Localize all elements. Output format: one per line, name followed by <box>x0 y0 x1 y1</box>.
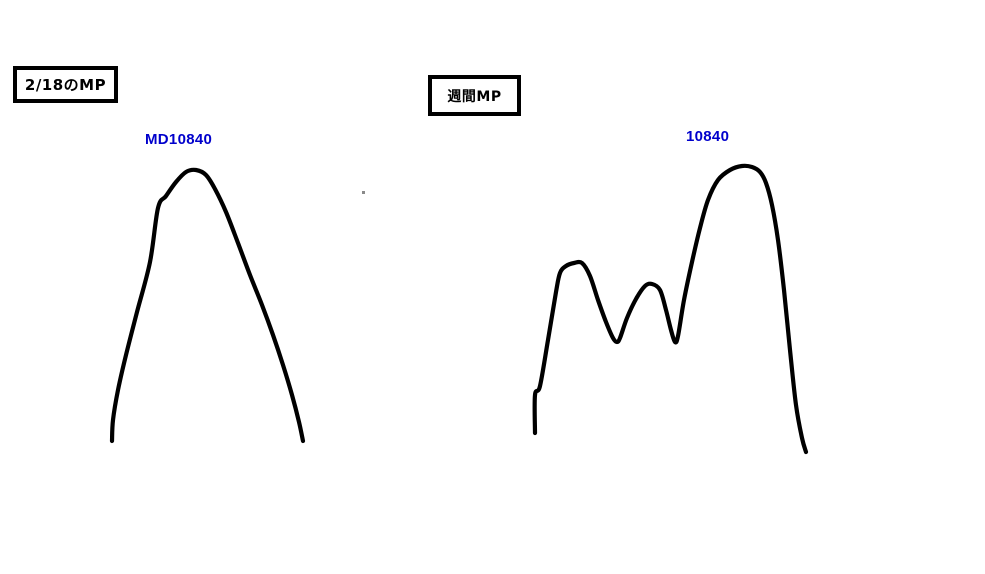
right-series-label: 10840 <box>686 128 730 145</box>
stray-speck-artifact <box>362 191 365 194</box>
right-panel-title-text: 週間MP <box>447 88 502 105</box>
right-profile-curve <box>532 163 809 455</box>
left-panel-title-box: 2/18のMP <box>13 66 118 103</box>
right-panel-title-box: 週間MP <box>428 75 521 116</box>
left-series-label: MD10840 <box>145 131 213 148</box>
left-panel-title-text: 2/18のMP <box>24 76 107 94</box>
left-profile-curve <box>109 167 306 444</box>
